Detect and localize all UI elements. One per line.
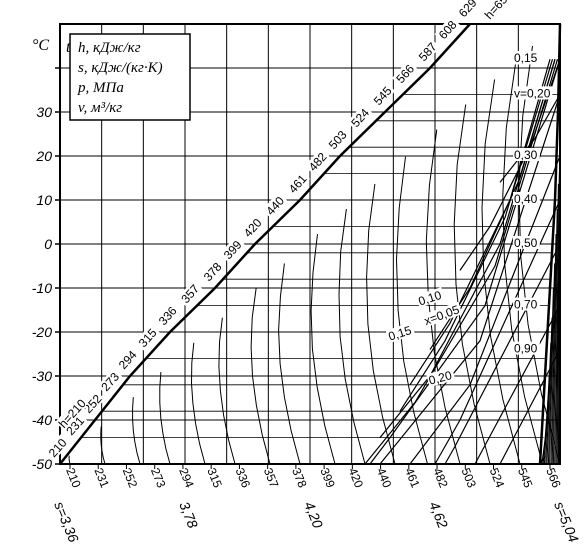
svg-text:-20: -20 — [32, 324, 52, 340]
svg-text:0,50: 0,50 — [514, 236, 538, 250]
svg-text:20: 20 — [35, 148, 52, 164]
svg-text:10: 10 — [36, 192, 52, 208]
svg-text:399: 399 — [317, 466, 338, 490]
legend: h, кДж/кг s, кДж/(кг·К) p, МПа v, м³/кг — [70, 34, 190, 120]
svg-text:0: 0 — [44, 236, 52, 252]
svg-text:4,62: 4,62 — [426, 499, 451, 530]
svg-text:3,78: 3,78 — [176, 499, 201, 530]
svg-text:-50: -50 — [32, 456, 52, 472]
svg-text:524: 524 — [487, 466, 508, 490]
svg-text:629: 629 — [456, 0, 480, 20]
svg-text:-10: -10 — [32, 280, 52, 296]
svg-text:482: 482 — [430, 466, 451, 490]
y-unit-label: °C — [32, 37, 49, 54]
svg-text:440: 440 — [374, 466, 395, 490]
svg-text:231: 231 — [91, 466, 112, 490]
svg-text:378: 378 — [289, 466, 310, 490]
svg-text:x=0,05: x=0,05 — [422, 302, 461, 328]
v-labels: v=0,010,020,04x=0,050,060,080,100,15v=0,… — [421, 51, 552, 355]
svg-text:566: 566 — [543, 466, 564, 490]
svg-text:v=0,20: v=0,20 — [514, 86, 551, 100]
y-axis: -50-40-30-20-100102030°Ct — [32, 37, 71, 472]
svg-text:0,90: 0,90 — [514, 342, 538, 356]
v-curves — [365, 59, 560, 464]
svg-text:h=650: h=650 — [482, 0, 515, 22]
svg-text:s=5,04: s=5,04 — [551, 499, 582, 545]
legend-line: s, кДж/(кг·К) — [78, 60, 163, 76]
svg-text:30: 30 — [36, 104, 52, 120]
svg-text:294: 294 — [176, 466, 197, 490]
svg-text:0,15: 0,15 — [514, 51, 538, 65]
svg-text:420: 420 — [346, 466, 367, 490]
svg-text:273: 273 — [148, 466, 169, 490]
svg-text:503: 503 — [459, 466, 480, 490]
x-axis-h-labels: 210 231 252 273 294 315 336 357 378 399 420 440 461 4… — [63, 464, 564, 490]
svg-text:-40: -40 — [32, 412, 52, 428]
svg-text:4,20: 4,20 — [301, 499, 326, 530]
svg-text:210: 210 — [63, 466, 84, 490]
svg-text:0,30: 0,30 — [514, 148, 538, 162]
svg-text:s=3,36: s=3,36 — [51, 499, 82, 545]
svg-text:545: 545 — [515, 466, 536, 490]
legend-line: p, МПа — [77, 80, 124, 96]
svg-text:0,40: 0,40 — [514, 192, 538, 206]
svg-text:336: 336 — [233, 466, 254, 490]
s-axis-labels: s=3,36 3,78 4,20 4,62 s=5,04 — [51, 499, 582, 545]
svg-text:315: 315 — [204, 466, 225, 490]
svg-text:0,70: 0,70 — [514, 298, 538, 312]
legend-line: h, кДж/кг — [78, 40, 141, 56]
svg-text:252: 252 — [120, 466, 141, 490]
ts-diagram: -50-40-30-20-100102030°Ct210231252273294… — [0, 0, 587, 555]
svg-text:0,15: 0,15 — [387, 323, 414, 344]
legend-line: v, м³/кг — [78, 100, 122, 116]
svg-text:-30: -30 — [32, 368, 52, 384]
svg-text:461: 461 — [402, 466, 423, 490]
svg-text:357: 357 — [261, 466, 282, 490]
